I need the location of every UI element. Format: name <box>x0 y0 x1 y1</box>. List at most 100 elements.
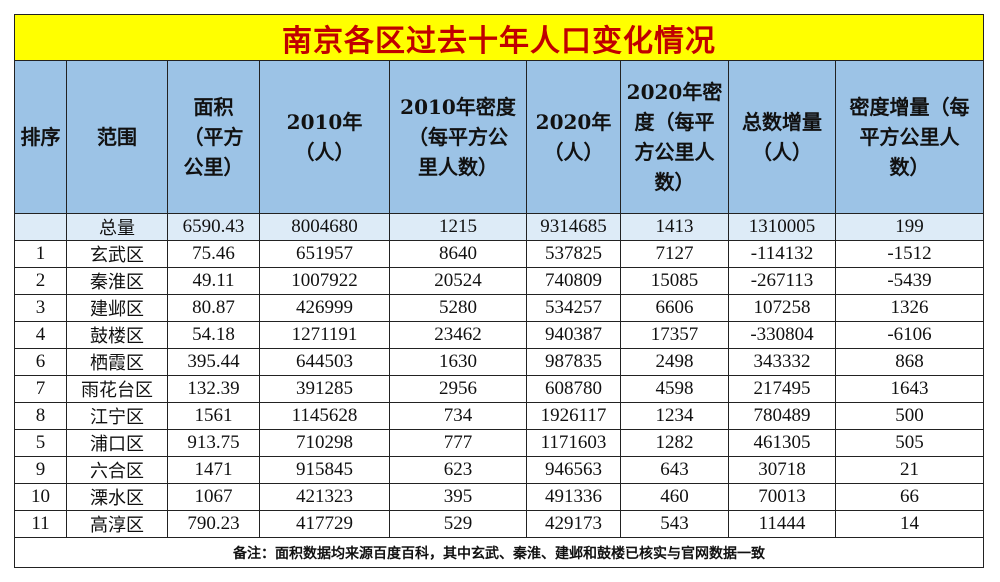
cell-rank: 8 <box>14 402 67 430</box>
footnote: 备注：面积数据均来源百度百科，其中玄武、秦淮、建邺和鼓楼已核实与官网数据一致 <box>14 537 984 568</box>
header-pop-2010: 2010年 （人） <box>259 60 390 214</box>
cell-den2010: 1215 <box>389 213 527 241</box>
cell-pop2020: 429173 <box>526 510 621 538</box>
header-line: 总数增量 <box>742 110 822 134</box>
cell-pop2010: 644503 <box>259 348 390 376</box>
cell-den2020: 7127 <box>620 240 729 268</box>
cell-pop2020: 1171603 <box>526 429 621 457</box>
cell-deninc: 66 <box>835 483 984 511</box>
cell-name: 秦淮区 <box>66 267 168 295</box>
header-line: 密度增量（每 <box>849 95 970 119</box>
cell-den2020: 643 <box>620 456 729 484</box>
header-total-increase: 总数增量 （人） <box>728 60 836 214</box>
cell-den2010: 529 <box>389 510 527 538</box>
cell-rank: 11 <box>14 510 67 538</box>
header-line: 2020年 <box>535 110 612 134</box>
header-line: 里人数） <box>418 155 498 179</box>
cell-rank <box>14 213 67 241</box>
cell-pop2010: 421323 <box>259 483 390 511</box>
cell-deninc: -5439 <box>835 267 984 295</box>
header-line: 数） <box>889 155 930 179</box>
cell-den2020: 1413 <box>620 213 729 241</box>
cell-pop2020: 608780 <box>526 375 621 403</box>
table-row: 9 六合区 1471 915845 623 946563 643 30718 21 <box>14 456 984 484</box>
cell-deninc: 1643 <box>835 375 984 403</box>
header-district: 范围 <box>66 60 168 214</box>
cell-area: 1471 <box>167 456 260 484</box>
cell-pop2010: 710298 <box>259 429 390 457</box>
cell-pop2010: 426999 <box>259 294 390 322</box>
cell-area: 6590.43 <box>167 213 260 241</box>
header-line: （平方 <box>183 125 244 149</box>
header-row: 排序 范围 面积 （平方 公里） 2010年 （人） 2010年密度 （每平方公 里人数） 2020… <box>14 60 984 214</box>
cell-den2010: 734 <box>389 402 527 430</box>
cell-inc: 11444 <box>728 510 836 538</box>
cell-den2020: 1234 <box>620 402 729 430</box>
cell-deninc: 868 <box>835 348 984 376</box>
cell-pop2020: 537825 <box>526 240 621 268</box>
header-line: （人） <box>752 140 812 164</box>
cell-name: 雨花台区 <box>66 375 168 403</box>
cell-den2010: 2956 <box>389 375 527 403</box>
cell-pop2020: 9314685 <box>526 213 621 241</box>
table-body: 总量 6590.43 8004680 1215 9314685 1413 1310005 19… <box>14 213 984 538</box>
cell-pop2020: 987835 <box>526 348 621 376</box>
cell-pop2020: 1926117 <box>526 402 621 430</box>
cell-den2020: 17357 <box>620 321 729 349</box>
table-row: 11 高淳区 790.23 417729 529 429173 543 11444 14 <box>14 510 984 538</box>
cell-pop2020: 534257 <box>526 294 621 322</box>
cell-den2010: 623 <box>389 456 527 484</box>
cell-deninc: -6106 <box>835 321 984 349</box>
header-line: 度（每平 <box>634 110 715 134</box>
cell-inc: 70013 <box>728 483 836 511</box>
cell-den2010: 23462 <box>389 321 527 349</box>
cell-area: 1067 <box>167 483 260 511</box>
cell-pop2020: 740809 <box>526 267 621 295</box>
cell-rank: 2 <box>14 267 67 295</box>
header-rank: 排序 <box>14 60 67 214</box>
cell-area: 1561 <box>167 402 260 430</box>
header-line: 公里） <box>183 155 244 179</box>
cell-pop2020: 940387 <box>526 321 621 349</box>
cell-den2020: 6606 <box>620 294 729 322</box>
header-area: 面积 （平方 公里） <box>167 60 260 214</box>
cell-name: 江宁区 <box>66 402 168 430</box>
cell-deninc: 500 <box>835 402 984 430</box>
cell-den2020: 2498 <box>620 348 729 376</box>
cell-den2010: 1630 <box>389 348 527 376</box>
table-row: 7 雨花台区 132.39 391285 2956 608780 4598 217495 164… <box>14 375 984 403</box>
cell-inc: 217495 <box>728 375 836 403</box>
cell-rank: 9 <box>14 456 67 484</box>
header-density-2010: 2010年密度 （每平方公 里人数） <box>389 60 527 214</box>
cell-den2010: 8640 <box>389 240 527 268</box>
table-row: 8 江宁区 1561 1145628 734 1926117 1234 780489 500 <box>14 402 984 430</box>
cell-inc: -330804 <box>728 321 836 349</box>
cell-den2010: 777 <box>389 429 527 457</box>
cell-area: 49.11 <box>167 267 260 295</box>
header-line: 排序 <box>20 125 61 149</box>
header-density-increase: 密度增量（每 平方公里人 数） <box>835 60 984 214</box>
cell-den2010: 5280 <box>389 294 527 322</box>
cell-inc: 461305 <box>728 429 836 457</box>
cell-rank: 3 <box>14 294 67 322</box>
cell-den2020: 1282 <box>620 429 729 457</box>
cell-area: 132.39 <box>167 375 260 403</box>
cell-pop2010: 8004680 <box>259 213 390 241</box>
cell-inc: -267113 <box>728 267 836 295</box>
cell-inc: 343332 <box>728 348 836 376</box>
table-row: 5 浦口区 913.75 710298 777 1171603 1282 461305 505 <box>14 429 984 457</box>
cell-deninc: 14 <box>835 510 984 538</box>
cell-name: 六合区 <box>66 456 168 484</box>
cell-area: 790.23 <box>167 510 260 538</box>
cell-inc: 1310005 <box>728 213 836 241</box>
cell-pop2020: 491336 <box>526 483 621 511</box>
cell-name: 栖霞区 <box>66 348 168 376</box>
header-line: 数） <box>654 170 695 194</box>
table-title: 南京各区过去十年人口变化情况 <box>14 14 984 61</box>
table-row: 2 秦淮区 49.11 1007922 20524 740809 15085 -267113-… <box>14 267 984 295</box>
cell-rank: 1 <box>14 240 67 268</box>
cell-area: 913.75 <box>167 429 260 457</box>
cell-rank: 4 <box>14 321 67 349</box>
population-table: 南京各区过去十年人口变化情况 排序 范围 面积 （平方 公里） 2010年 （人） 2010年… <box>14 14 984 568</box>
cell-deninc: -1512 <box>835 240 984 268</box>
